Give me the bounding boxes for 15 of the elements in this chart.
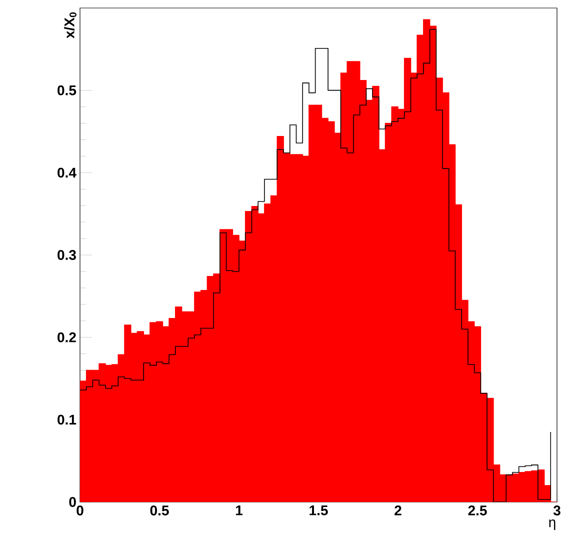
y-tick-label: 0.1 xyxy=(58,414,76,425)
y-tick-label: 0.3 xyxy=(58,250,76,260)
x-tick-label: 0.5 xyxy=(150,506,169,516)
x-tick-label: 3 xyxy=(553,506,560,516)
x-tick-label: 1 xyxy=(236,506,243,516)
y-axis-title: x/X$_{0}$ xyxy=(64,12,76,38)
x-tick-label: 1.5 xyxy=(310,506,328,516)
x-tick-label: 2 xyxy=(394,506,402,516)
y-tick-label: 0.2 xyxy=(58,332,76,342)
y-tick-label: 0.5 xyxy=(58,85,76,96)
x-tick-label: 0 xyxy=(76,506,84,516)
x-tick-label: 2.5 xyxy=(468,506,487,516)
x-axis-title: η xyxy=(549,520,556,530)
y-tick-label: 0.4 xyxy=(58,168,76,178)
y-tick-label: 0 xyxy=(69,497,76,507)
